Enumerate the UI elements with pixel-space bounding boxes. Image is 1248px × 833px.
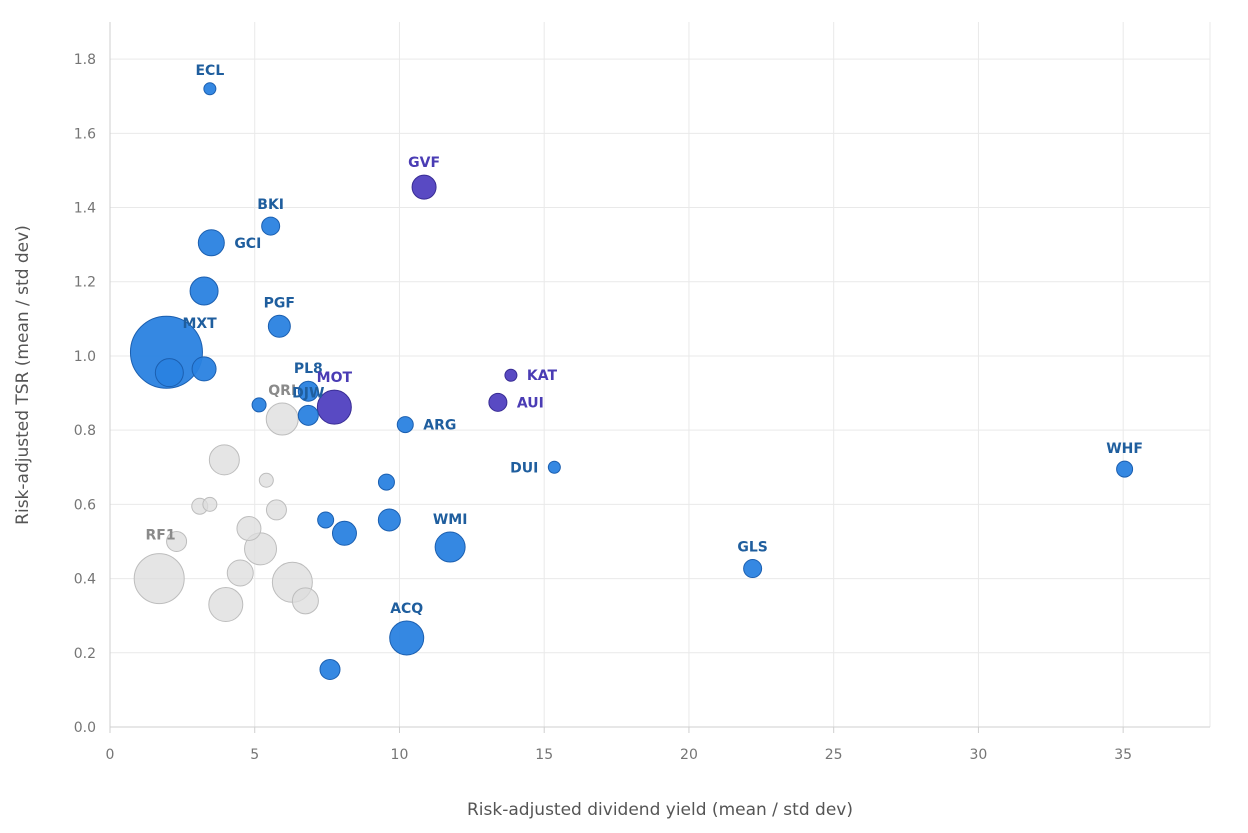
- point-label-arg: ARG: [423, 418, 456, 434]
- bubble-gvf: [411, 174, 437, 200]
- bubble-kat: [504, 368, 518, 382]
- bubble-mot: [316, 389, 352, 425]
- bubble-qri: [265, 402, 299, 436]
- x-tick-label: 10: [391, 747, 409, 763]
- x-tick-label: 5: [250, 747, 259, 763]
- bubble-unlabeled: [226, 559, 254, 587]
- point-label-kat: KAT: [527, 368, 558, 384]
- x-tick-label: 15: [535, 747, 553, 763]
- y-tick-label: 1.0: [74, 349, 96, 365]
- bubble-arg: [396, 416, 414, 434]
- point-label-dui: DUI: [510, 460, 538, 476]
- y-tick-label: 1.4: [74, 201, 96, 217]
- y-tick-label: 1.8: [74, 52, 96, 68]
- point-label-acq: ACQ: [390, 601, 423, 617]
- y-tick-label: 1.2: [74, 275, 96, 291]
- point-label-wmi: WMI: [433, 512, 468, 528]
- y-tick-label: 0.2: [74, 646, 96, 662]
- bubble-pl8: [297, 380, 319, 402]
- bubble-mxt: [129, 315, 203, 389]
- y-tick-label: 0.8: [74, 423, 96, 439]
- x-axis-title: Risk-adjusted dividend yield (mean / std…: [467, 800, 853, 820]
- y-tick-label: 0.4: [74, 572, 96, 588]
- bubble-ecl: [203, 82, 217, 96]
- x-tick-label: 25: [825, 747, 843, 763]
- bubble-unlabeled: [291, 587, 319, 615]
- point-label-gci: GCI: [234, 236, 261, 252]
- bubble-djw: [297, 404, 319, 426]
- bubble-unlabeled: [377, 473, 395, 491]
- point-label-pl8: PL8: [294, 361, 323, 377]
- bubble-unlabeled: [208, 444, 240, 476]
- x-tick-label: 0: [106, 747, 115, 763]
- point-label-ecl: ECL: [195, 63, 224, 79]
- point-label-djw: DJW: [292, 385, 324, 401]
- bubble-pgf: [267, 314, 291, 338]
- bubble-unlabeled: [265, 499, 287, 521]
- bubble-unlabeled: [317, 511, 335, 529]
- grid-lines: [110, 22, 1211, 727]
- point-label-aui: AUI: [517, 395, 544, 411]
- x-tick-label: 20: [680, 747, 698, 763]
- point-label-gls: GLS: [737, 540, 768, 556]
- bubble-unlabeled: [154, 358, 184, 388]
- bubble-gls: [743, 559, 763, 579]
- bubble-gci: [197, 229, 225, 257]
- point-label-pgf: PGF: [264, 295, 295, 311]
- bubble-wmi: [434, 531, 466, 563]
- point-label-rf1: RF1: [146, 527, 176, 543]
- bubble-acq: [389, 620, 425, 656]
- y-tick-label: 0.0: [74, 720, 96, 736]
- point-label-bki: BKI: [257, 197, 284, 213]
- bubbles: [129, 82, 1134, 680]
- bubble-bki: [261, 216, 281, 236]
- y-axis-title: Risk-adjusted TSR (mean / std dev): [13, 225, 33, 525]
- bubble-unlabeled: [191, 356, 217, 382]
- bubble-whf: [1116, 460, 1134, 478]
- bubble-unlabeled: [319, 658, 341, 680]
- point-label-qri: QRI: [268, 383, 296, 399]
- y-tick-label: 1.6: [74, 126, 96, 142]
- bubble-rf1: [166, 530, 188, 552]
- point-label-mot: MOT: [317, 370, 353, 386]
- bubble-unlabeled: [251, 397, 267, 413]
- tick-labels: 0 5 10 15 20 25 30 35 0.0 0.2 0.4 0.6 0.8 1.0 1.2 1.4 1.…: [74, 52, 1132, 763]
- point-labels: RF1 QRI ECL BKI GCI PGF MXT PL8 DJW ARG DUI WMI ACQ G…: [146, 63, 1143, 617]
- x-tick-label: 35: [1114, 747, 1132, 763]
- bubble-unlabeled: [377, 508, 401, 532]
- y-tick-label: 0.6: [74, 497, 96, 513]
- point-label-gvf: GVF: [408, 155, 440, 171]
- bubble-aui: [488, 392, 508, 412]
- bubble-unlabeled: [258, 472, 274, 488]
- bubble-unlabeled: [189, 276, 219, 306]
- x-tick-label: 30: [970, 747, 988, 763]
- bubble-dui: [547, 460, 561, 474]
- bubble-unlabeled: [236, 515, 262, 541]
- bubble-unlabeled: [208, 587, 244, 623]
- bubble-unlabeled: [133, 553, 185, 605]
- bubble-unlabeled: [331, 520, 357, 546]
- bubble-unlabeled: [202, 496, 218, 512]
- point-label-mxt: MXT: [182, 316, 217, 332]
- axes: [109, 22, 1210, 733]
- point-label-whf: WHF: [1106, 441, 1143, 457]
